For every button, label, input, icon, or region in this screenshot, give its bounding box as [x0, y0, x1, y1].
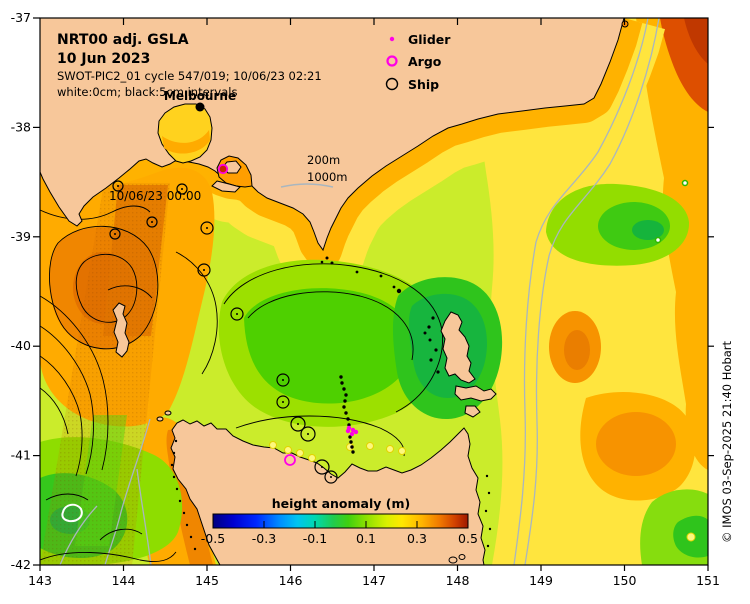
y-tick-label: -40: [11, 338, 31, 353]
x-tick-label: 144: [112, 573, 136, 588]
glider-icon: [389, 36, 395, 42]
x-tick-label: 151: [696, 573, 720, 588]
ship-marker: [112, 180, 124, 192]
coastal-islet: [448, 556, 458, 564]
land-tasmania: [170, 419, 486, 565]
colorbar-tick-marks: [212, 521, 469, 528]
x-tick-label: 150: [613, 573, 637, 588]
x-tick-label: 146: [279, 573, 303, 588]
ship-marker: [300, 426, 316, 442]
y-tick-label: -41: [11, 448, 31, 463]
coastal-yellow-dots: [269, 441, 696, 542]
melbourne-dot: [195, 102, 205, 112]
land-mainland-australia: [40, 18, 625, 252]
y-axis-ticks: [33, 17, 714, 566]
title-line4: white:0cm; black:5cm intervals: [57, 85, 237, 99]
y-tick-label: -37: [11, 10, 31, 25]
zero-contour-white: [61, 503, 83, 523]
title-block: NRT00 adj. GSLA 10 Jun 2023 SWOT-PIC2_01…: [57, 32, 322, 99]
ship-marker: [230, 307, 244, 321]
glider-track: [339, 375, 359, 454]
x-axis-ticks: [39, 18, 709, 571]
credit-text: © IMOS 03-Sep-2025 21:40 Hobart: [720, 340, 734, 543]
title-line3: SWOT-PIC2_01 cycle 547/019; 10/06/23 02:…: [57, 69, 322, 83]
legend: Glider Argo Ship: [385, 32, 451, 92]
ship-icon: [385, 77, 399, 91]
y-axis-labels: -37 -38 -39 -40 -41 -42: [11, 10, 31, 572]
y-tick-label: -39: [11, 229, 31, 244]
bathymetry-contours: [59, 18, 660, 565]
hunter-island: [156, 416, 164, 422]
swath-time-label: 10/06/23 00:00: [109, 189, 201, 203]
argo-icon: [386, 55, 398, 67]
ship-marker: [276, 373, 290, 387]
ship-marker: [176, 183, 188, 195]
x-tick-label: 147: [362, 573, 386, 588]
melbourne-label: Melbourne: [164, 89, 236, 103]
title-line2: 10 Jun 2023: [57, 51, 150, 67]
colorbar-tick-label: -0.5: [201, 531, 225, 546]
ship-marker: [109, 228, 121, 240]
x-axis-labels: 143 144 145 146 147 148 149 150 151: [28, 573, 720, 588]
ship-marker: [324, 470, 338, 484]
ocean-field: [40, 18, 708, 565]
colorbar-gradient: [212, 513, 469, 529]
ship-marker: [146, 216, 158, 228]
legend-ship-label: Ship: [408, 77, 439, 92]
x-tick-label: 148: [446, 573, 470, 588]
anomaly-contours: [40, 205, 444, 563]
x-tick-label: 143: [28, 573, 52, 588]
colorbar-tick-label: -0.1: [303, 531, 327, 546]
colorbar-tick-label: 0.3: [407, 531, 427, 546]
colorbar: height anomaly (m) -0.5 -0.3 -0.1 0.1 0.…: [201, 496, 478, 546]
colorbar-title: height anomaly (m): [272, 496, 410, 511]
colorbar-tick-label: 0.5: [458, 531, 478, 546]
depth-200m-label: 200m: [307, 153, 340, 167]
ship-marker: [197, 263, 211, 277]
legend-argo-label: Argo: [408, 54, 442, 69]
title-line1: NRT00 adj. GSLA: [57, 32, 189, 48]
flinders-island: [440, 311, 476, 384]
float-dots: [621, 20, 689, 244]
king-island: [112, 302, 130, 358]
port-phillip-bay-anomaly: [162, 130, 210, 154]
islet-dots: [170, 256, 492, 551]
y-tick-label: -42: [11, 557, 31, 572]
colorbar-tick-label: 0.1: [356, 531, 376, 546]
y-tick-label: -38: [11, 119, 31, 134]
legend-glider-label: Glider: [408, 32, 451, 47]
x-tick-label: 149: [529, 573, 553, 588]
ship-marker: [290, 416, 306, 432]
x-tick-label: 145: [195, 573, 219, 588]
phillip-island: [211, 180, 241, 193]
argo-marker: [284, 454, 296, 466]
clarke-island: [464, 405, 481, 418]
cape-barren-island: [454, 385, 497, 402]
coastal-islet: [458, 554, 466, 560]
three-hummock-island: [164, 410, 172, 416]
ship-marker: [200, 221, 214, 235]
colorbar-tick-label: -0.3: [252, 531, 276, 546]
depth-1000m-label: 1000m: [307, 170, 347, 184]
argo-marker: [217, 163, 229, 175]
ship-marker: [276, 395, 290, 409]
ship-marker: [314, 459, 330, 475]
ship-markers: [109, 180, 338, 484]
depth-contour-sample-line: [280, 183, 334, 188]
glider-current-position: [345, 425, 359, 437]
